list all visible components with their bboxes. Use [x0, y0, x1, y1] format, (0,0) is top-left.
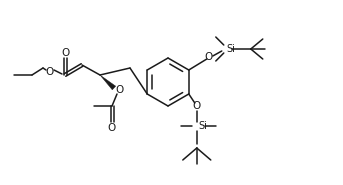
Text: O: O [193, 101, 201, 111]
Text: Si: Si [199, 121, 208, 131]
Text: O: O [205, 52, 213, 62]
Text: O: O [61, 48, 69, 58]
Text: O: O [108, 123, 116, 133]
Text: O: O [115, 85, 123, 95]
Text: Si: Si [227, 44, 236, 54]
Polygon shape [100, 75, 116, 90]
Text: O: O [46, 67, 54, 77]
